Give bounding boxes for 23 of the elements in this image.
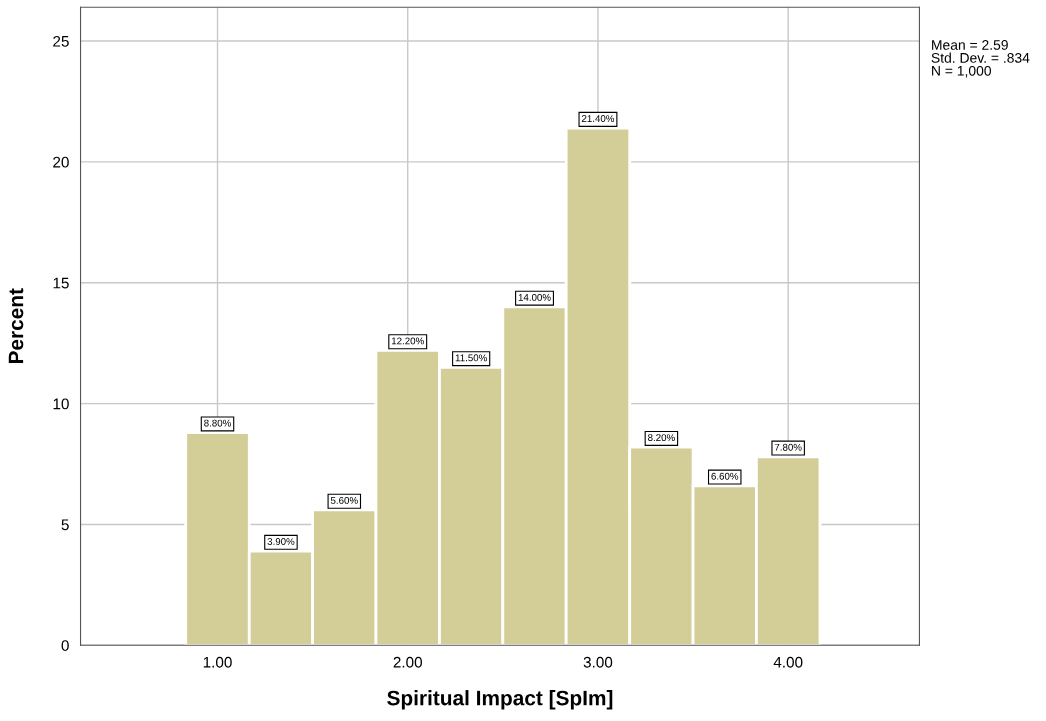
y-tick-label: 5 xyxy=(61,519,69,531)
data-label: 14.00% xyxy=(518,293,551,301)
data-label: 11.50% xyxy=(455,354,487,362)
data-label: 6.60% xyxy=(711,472,739,480)
y-tick-label: 0 xyxy=(61,640,69,651)
x-tick-label: 3.00 xyxy=(583,656,613,668)
data-label: 8.20% xyxy=(648,434,675,442)
text: Mean = 2.59 Std. Dev. = .834 N = 1,000 xyxy=(931,40,1030,78)
data-label: 12.20% xyxy=(391,337,424,345)
data-label: 8.80% xyxy=(204,419,231,427)
data-label: 7.80% xyxy=(774,443,802,451)
x-axis-title: Spiritual Impact [SpIm] xyxy=(387,690,613,710)
data-label: 3.90% xyxy=(267,538,295,545)
y-axis-title: Percent xyxy=(8,288,24,364)
x-tick-label: 4.00 xyxy=(773,656,803,668)
y-tick-label: 15 xyxy=(53,277,69,289)
y-tick-label: 20 xyxy=(53,156,69,168)
y-tick-label: 10 xyxy=(53,398,69,410)
data-label: 5.60% xyxy=(330,496,358,504)
x-tick-label: 2.00 xyxy=(393,656,422,668)
x-tick-label: 1.00 xyxy=(203,656,232,668)
y-tick-label: 25 xyxy=(53,35,69,47)
data-label: 21.40% xyxy=(581,115,615,122)
